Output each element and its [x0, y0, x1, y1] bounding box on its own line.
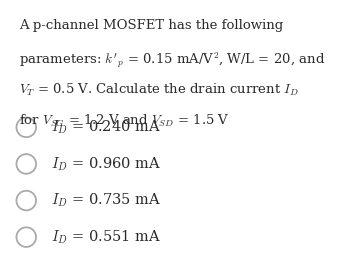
Text: $I_D$ = 0.735 mA: $I_D$ = 0.735 mA — [51, 192, 161, 209]
Text: A p-channel MOSFET has the following: A p-channel MOSFET has the following — [19, 19, 284, 32]
Text: $I_D$ = 0.240 mA: $I_D$ = 0.240 mA — [51, 119, 161, 136]
Text: $V_T$ = 0.5 V. Calculate the drain current $I_D$: $V_T$ = 0.5 V. Calculate the drain curre… — [19, 81, 299, 98]
Text: parameters: $k'_p$ = 0.15 mA/V$^2$, W/L = 20, and: parameters: $k'_p$ = 0.15 mA/V$^2$, W/L … — [19, 50, 326, 70]
Text: $I_D$ = 0.960 mA: $I_D$ = 0.960 mA — [51, 155, 161, 173]
Text: $I_D$ = 0.551 mA: $I_D$ = 0.551 mA — [51, 228, 161, 246]
Text: for $V_{SG}$ = 1.2 V and $V_{SD}$ = 1.5 V: for $V_{SG}$ = 1.2 V and $V_{SD}$ = 1.5 … — [19, 112, 230, 129]
